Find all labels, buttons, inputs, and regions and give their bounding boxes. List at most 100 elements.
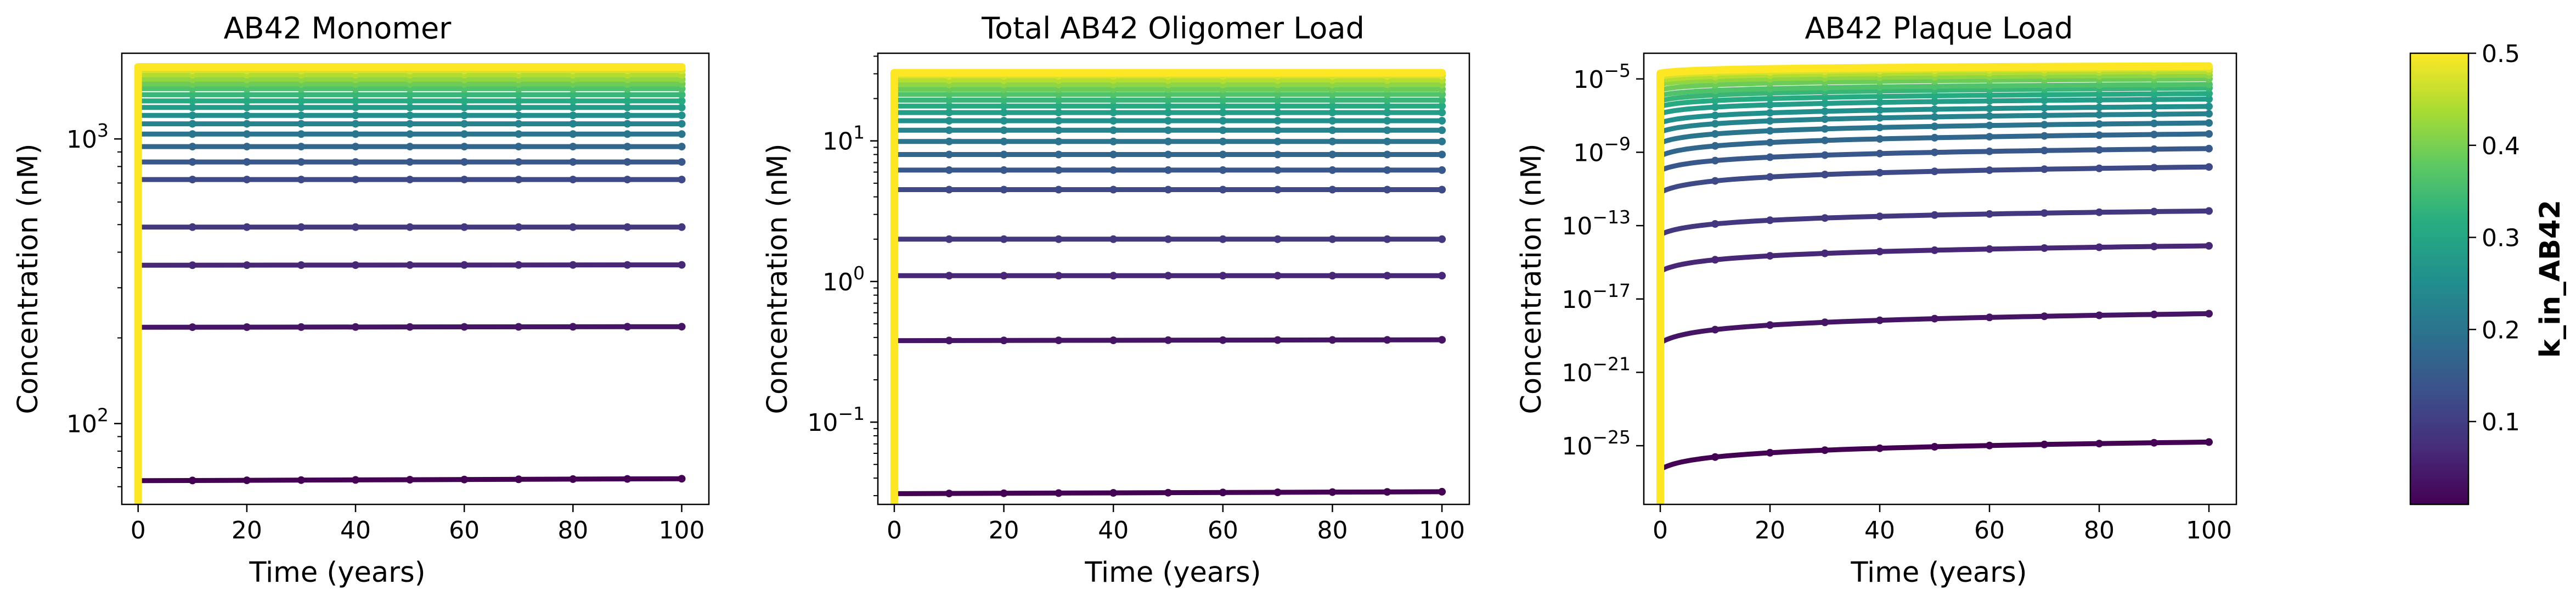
y-axis-label: Concentration (nM) <box>762 143 794 414</box>
data-point <box>2205 62 2213 70</box>
series-group <box>1656 62 2213 504</box>
data-point <box>2205 89 2213 98</box>
data-point <box>188 97 196 105</box>
data-point <box>352 158 359 166</box>
data-point <box>2095 131 2103 139</box>
data-point <box>1328 109 1337 117</box>
data-point <box>406 63 414 71</box>
colorbar-tick-label: 0.2 <box>2482 316 2520 344</box>
data-point <box>1986 97 1993 105</box>
data-point <box>1766 448 1774 457</box>
data-point <box>1000 336 1008 345</box>
data-point <box>297 143 305 151</box>
data-point <box>1821 171 1829 178</box>
data-point <box>1711 86 1719 94</box>
data-point <box>1876 444 1884 452</box>
data-point <box>623 176 632 184</box>
data-point <box>1876 64 1884 72</box>
data-point <box>623 63 632 71</box>
colorbar: 0.1 0.2 0.3 0.4 0.5 k_in_AB42 <box>2409 40 2567 505</box>
data-point <box>569 176 577 184</box>
y-tick-label: 10−1 <box>807 403 865 437</box>
colorbar-ticks: 0.1 0.2 0.3 0.4 0.5 <box>2468 40 2520 436</box>
data-point <box>569 323 577 331</box>
data-point <box>188 176 196 184</box>
data-point <box>515 97 523 105</box>
data-point <box>678 223 686 231</box>
data-point <box>2205 438 2213 446</box>
data-point <box>243 261 251 269</box>
data-point <box>460 120 469 128</box>
data-point <box>1711 220 1719 228</box>
series-line <box>1658 164 2209 504</box>
y-tick-label: 10−17 <box>1562 280 1631 314</box>
data-point <box>1383 186 1391 194</box>
data-point <box>297 261 305 269</box>
data-point <box>243 176 251 184</box>
x-tick-label: 0 <box>1653 516 1668 544</box>
data-point <box>1109 489 1118 497</box>
data-point <box>352 223 359 231</box>
data-point <box>1986 63 1993 71</box>
data-point <box>352 130 359 138</box>
data-point <box>243 223 251 231</box>
data-point <box>1438 487 1446 496</box>
data-point <box>1055 272 1063 280</box>
data-point <box>1000 117 1008 125</box>
data-point <box>569 475 577 483</box>
data-point <box>2040 165 2048 173</box>
data-point <box>1876 92 1884 100</box>
data-point <box>1273 126 1282 134</box>
data-point <box>1931 211 1938 219</box>
data-point <box>1711 130 1719 138</box>
y-tick-label: 102 <box>66 405 109 439</box>
data-point <box>623 323 632 331</box>
data-point <box>1383 150 1391 159</box>
data-point <box>2095 311 2103 319</box>
chart-title: AB42 Monomer <box>224 11 452 46</box>
data-point <box>1821 318 1829 327</box>
data-point <box>1383 102 1391 110</box>
data-point <box>352 111 359 120</box>
data-point <box>2095 164 2103 172</box>
data-point <box>2040 96 2048 104</box>
chart-title: AB42 Plaque Load <box>1805 11 2073 46</box>
panel-oligomer: Total AB42 Oligomer Load Time (years) Co… <box>762 11 1470 589</box>
data-point <box>515 475 523 484</box>
data-point <box>2095 243 2103 251</box>
panel-plaque: AB42 Plaque Load Time (years) Concentrat… <box>1515 11 2237 589</box>
data-point <box>1328 126 1337 134</box>
series-line <box>892 337 1442 504</box>
data-point <box>352 97 359 105</box>
data-point <box>460 143 469 151</box>
x-tick-label: 40 <box>340 516 371 544</box>
data-point <box>2205 110 2213 118</box>
data-point <box>1109 166 1118 174</box>
data-point <box>569 103 577 111</box>
data-point <box>1766 216 1774 224</box>
data-point <box>678 143 686 151</box>
data-point <box>1000 166 1008 174</box>
series-line <box>892 82 1442 504</box>
data-point <box>2205 102 2213 110</box>
data-point <box>2095 103 2103 111</box>
data-point <box>1383 137 1391 145</box>
y-axis-label: Concentration (nM) <box>12 143 44 414</box>
data-point <box>1438 109 1446 117</box>
data-point <box>1383 117 1391 125</box>
data-point <box>515 111 523 120</box>
data-point <box>1055 96 1063 104</box>
colorbar-tick-label: 0.5 <box>2482 40 2520 68</box>
series-line <box>136 72 682 504</box>
data-point <box>2095 208 2103 216</box>
data-point <box>1055 126 1063 134</box>
data-point <box>1000 96 1008 104</box>
y-tick-label: 10−9 <box>1573 133 1631 167</box>
data-point <box>1931 92 1938 100</box>
data-point <box>515 223 523 231</box>
series-line <box>136 86 682 504</box>
series-line <box>892 139 1442 504</box>
panel-monomer: AB42 Monomer Time (years) Concentration … <box>12 11 710 589</box>
data-point <box>297 97 305 105</box>
data-point <box>1219 69 1227 77</box>
